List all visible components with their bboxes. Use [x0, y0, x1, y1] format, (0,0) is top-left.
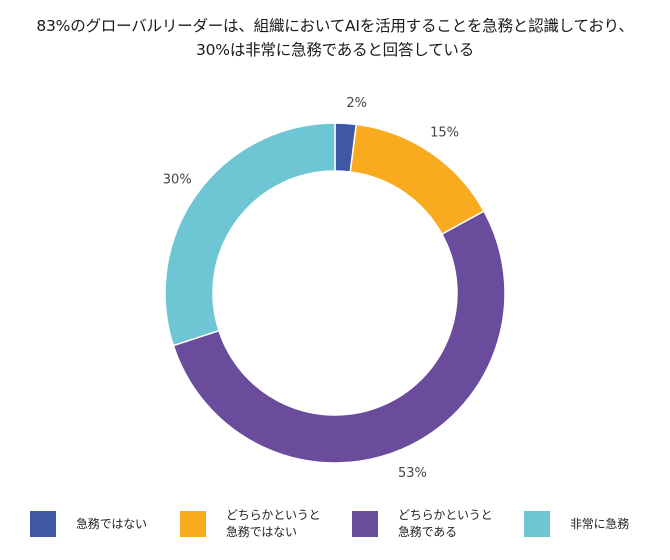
- chart-title: 83%のグローバルリーダーは、組織においてAIを活用することを急務と認識しており…: [0, 14, 670, 62]
- donut-value-labels: 2% 15% 53% 30%: [163, 96, 459, 481]
- legend-item-1: どちらかというと 急務ではない: [180, 502, 321, 546]
- donut-value-label-0: 2%: [346, 96, 367, 111]
- donut-slice-2: [172, 210, 506, 464]
- legend-swatch-0: [30, 511, 56, 537]
- legend-item-2: どちらかというと 急務である: [352, 502, 493, 546]
- chart-title-line-1: 83%のグローバルリーダーは、組織においてAIを活用することを急務と認識しており…: [36, 17, 634, 35]
- legend-label-2: どちらかというと 急務である: [398, 508, 493, 539]
- chart-legend: 急務ではない どちらかというと 急務ではない どちらかというと 急務である 非常…: [0, 502, 670, 546]
- legend-item-0: 急務ではない: [30, 502, 147, 546]
- donut-value-label-1: 15%: [430, 126, 459, 141]
- chart-title-line-2: 30%は非常に急務であると回答している: [195, 41, 475, 59]
- donut-slices: [164, 122, 506, 464]
- legend-label-0: 急務ではない: [76, 516, 147, 531]
- legend-swatch-3: [524, 511, 550, 537]
- donut-slice-1: [349, 123, 485, 236]
- legend-item-3: 非常に急務: [524, 502, 629, 546]
- donut-value-label-2: 53%: [398, 466, 427, 481]
- legend-label-1: どちらかというと 急務ではない: [226, 508, 321, 539]
- donut-slice-3: [164, 122, 336, 347]
- donut-value-label-3: 30%: [163, 172, 192, 187]
- legend-swatch-1: [180, 511, 206, 537]
- legend-label-3: 非常に急務: [570, 516, 630, 531]
- legend-swatch-2: [352, 511, 378, 537]
